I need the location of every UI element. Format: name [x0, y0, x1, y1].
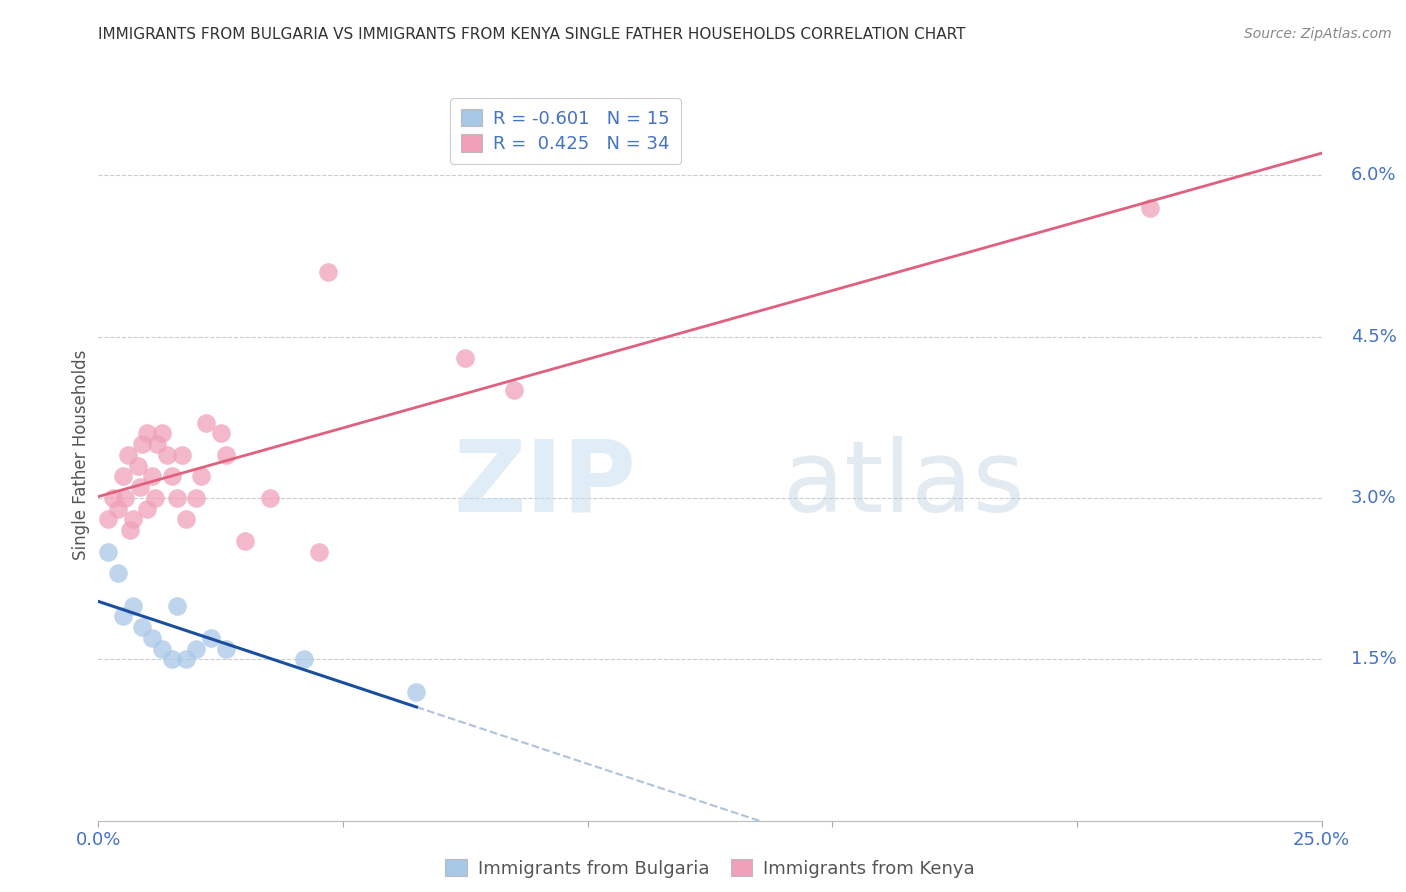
Point	[176, 652, 198, 666]
Point	[160, 652, 183, 666]
Point	[166, 599, 188, 613]
Point	[120, 523, 142, 537]
Point	[166, 491, 188, 505]
Point	[186, 491, 208, 505]
Point	[454, 351, 477, 365]
Point	[111, 469, 134, 483]
Point	[200, 631, 222, 645]
Point	[107, 566, 129, 581]
Point	[111, 609, 134, 624]
Point	[214, 641, 236, 656]
Point	[141, 469, 163, 483]
Point	[121, 512, 143, 526]
Point	[405, 684, 427, 698]
Point	[131, 437, 153, 451]
Text: 6.0%: 6.0%	[1351, 166, 1396, 185]
Text: 3.0%: 3.0%	[1351, 489, 1396, 507]
Point	[136, 501, 159, 516]
Text: 1.5%: 1.5%	[1351, 650, 1396, 668]
Point	[150, 426, 173, 441]
Point	[107, 501, 129, 516]
Point	[143, 491, 166, 505]
Point	[233, 533, 256, 548]
Point	[170, 448, 193, 462]
Point	[1139, 201, 1161, 215]
Point	[318, 265, 340, 279]
Point	[97, 512, 120, 526]
Text: atlas: atlas	[783, 435, 1025, 533]
Text: IMMIGRANTS FROM BULGARIA VS IMMIGRANTS FROM KENYA SINGLE FATHER HOUSEHOLDS CORRE: IMMIGRANTS FROM BULGARIA VS IMMIGRANTS F…	[98, 27, 966, 42]
Point	[214, 448, 236, 462]
Point	[121, 599, 143, 613]
Text: 4.5%: 4.5%	[1351, 327, 1398, 345]
Point	[292, 652, 315, 666]
Point	[190, 469, 212, 483]
Point	[209, 426, 232, 441]
Point	[141, 631, 163, 645]
Point	[97, 545, 120, 559]
Point	[127, 458, 149, 473]
Point	[146, 437, 169, 451]
Point	[101, 491, 124, 505]
Point	[117, 448, 139, 462]
Point	[186, 641, 208, 656]
Point	[131, 620, 153, 634]
Point	[129, 480, 152, 494]
Point	[136, 426, 159, 441]
Point	[503, 384, 526, 398]
Text: ZIP: ZIP	[454, 435, 637, 533]
Point	[195, 416, 218, 430]
Text: Source: ZipAtlas.com: Source: ZipAtlas.com	[1244, 27, 1392, 41]
Point	[160, 469, 183, 483]
Point	[176, 512, 198, 526]
Point	[259, 491, 281, 505]
Point	[156, 448, 179, 462]
Point	[308, 545, 330, 559]
Legend: Immigrants from Bulgaria, Immigrants from Kenya: Immigrants from Bulgaria, Immigrants fro…	[437, 852, 983, 885]
Point	[114, 491, 136, 505]
Y-axis label: Single Father Households: Single Father Households	[72, 350, 90, 560]
Point	[150, 641, 173, 656]
